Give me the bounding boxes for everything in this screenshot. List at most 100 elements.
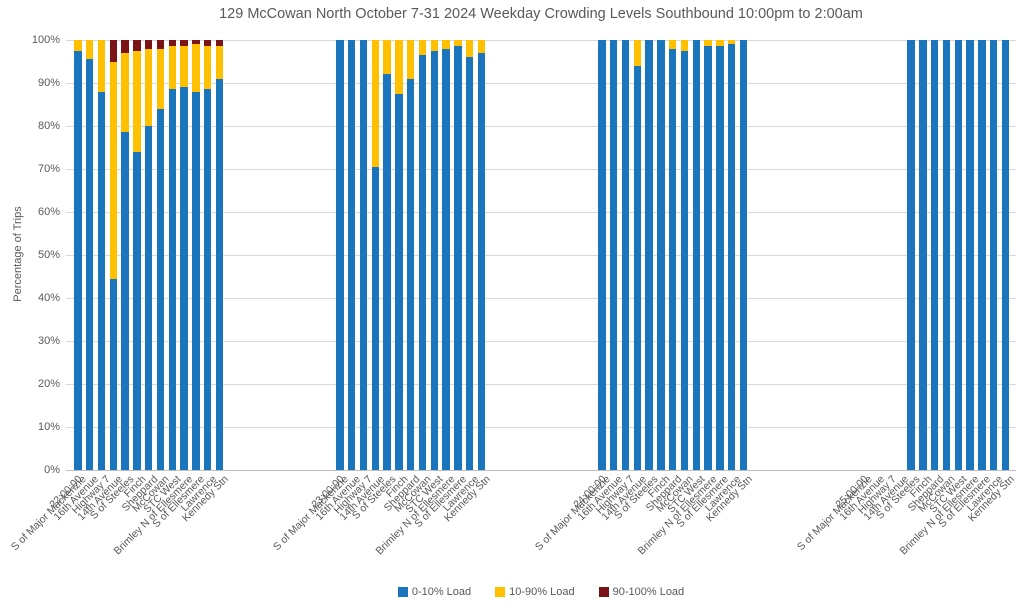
bar-segment-0-10 — [931, 40, 939, 470]
bar-segment-0-10 — [418, 55, 427, 470]
bar-segment-10-90 — [680, 40, 689, 51]
y-tick-label: 30% — [37, 335, 60, 347]
bar-segment-0-10 — [990, 40, 998, 470]
bar-segment-10-90 — [407, 40, 415, 79]
bar-segment-0-10 — [371, 166, 379, 470]
bar-segment-10-90 — [109, 61, 117, 279]
bar-segment-10-90 — [371, 40, 379, 167]
bar-segment-0-10 — [966, 40, 974, 470]
bar-segment-0-10 — [645, 40, 653, 470]
bar-segment-90-100 — [215, 40, 224, 47]
bar-segment-10-90 — [215, 46, 224, 79]
bar-segment-0-10 — [395, 93, 403, 470]
gridline — [66, 126, 1016, 127]
bar-segment-0-10 — [669, 48, 677, 470]
bar-segment-0-10 — [168, 89, 176, 470]
bar-segment-10-90 — [418, 40, 427, 56]
bar-segment-0-10 — [907, 40, 915, 470]
bar-segment-0-10 — [145, 126, 153, 470]
y-tick-label: 0% — [44, 464, 60, 476]
bar-segment-0-10 — [192, 91, 200, 470]
legend-label: 90-100% Load — [612, 586, 685, 598]
bar-segment-0-10 — [1001, 40, 1010, 470]
bar-segment-10-90 — [156, 48, 165, 109]
bar-segment-90-100 — [145, 40, 153, 49]
bar-segment-0-10 — [180, 87, 188, 470]
gridline — [66, 384, 1016, 385]
legend-item: 0-10% Load — [397, 586, 471, 598]
y-tick-label: 20% — [37, 378, 60, 390]
bar-segment-90-100 — [133, 40, 141, 51]
bar-segment-10-90 — [180, 46, 188, 88]
gridline — [66, 212, 1016, 213]
legend-swatch — [397, 587, 408, 597]
bar-segment-0-10 — [704, 46, 712, 470]
bar-segment-0-10 — [109, 278, 117, 470]
bar-segment-10-90 — [204, 46, 212, 90]
gridline — [66, 255, 1016, 256]
bar-segment-90-100 — [180, 40, 188, 47]
bar-segment-10-90 — [442, 40, 450, 49]
bar-segment-90-100 — [156, 40, 165, 49]
bar-segment-0-10 — [739, 40, 748, 470]
bar-segment-10-90 — [633, 40, 641, 66]
bar-segment-0-10 — [442, 48, 450, 470]
bar-segment-90-100 — [109, 40, 117, 62]
bar-segment-0-10 — [466, 57, 474, 470]
bar-segment-90-100 — [121, 40, 129, 53]
bar-segment-0-10 — [978, 40, 986, 470]
bar-segment-0-10 — [359, 40, 368, 470]
bar-segment-0-10 — [621, 40, 630, 470]
y-tick-label: 10% — [37, 421, 60, 433]
bar-segment-0-10 — [121, 132, 129, 470]
bar-segment-0-10 — [74, 50, 82, 470]
y-tick-label: 70% — [37, 163, 60, 175]
bar-segment-0-10 — [97, 91, 106, 470]
bar-segment-10-90 — [97, 40, 106, 92]
bar-segment-0-10 — [610, 40, 618, 470]
gridline — [66, 40, 1016, 41]
bar-segment-0-10 — [156, 108, 165, 470]
bar-segment-0-10 — [454, 46, 462, 470]
bar-segment-10-90 — [430, 40, 438, 51]
bar-segment-10-90 — [133, 50, 141, 152]
bar-segment-10-90 — [669, 40, 677, 49]
bar-segment-0-10 — [954, 40, 962, 470]
gridline — [66, 298, 1016, 299]
bar-segment-0-10 — [215, 78, 224, 470]
legend: 0-10% Load 10-90% Load 90-100% Load — [66, 586, 1016, 598]
bar-segment-10-90 — [477, 40, 486, 53]
y-tick-label: 40% — [37, 292, 60, 304]
legend-item: 10-90% Load — [495, 586, 575, 598]
bar-segment-0-10 — [680, 50, 689, 470]
bar-segment-0-10 — [942, 40, 951, 470]
gridline — [66, 427, 1016, 428]
bar-segment-10-90 — [192, 44, 200, 92]
bar-segment-10-90 — [716, 40, 724, 47]
chart-title: 129 McCowan North October 7-31 2024 Week… — [219, 6, 863, 22]
bar-segment-10-90 — [74, 40, 82, 51]
bar-segment-0-10 — [728, 44, 736, 470]
gridline — [66, 169, 1016, 170]
bar-segment-0-10 — [598, 40, 606, 470]
bar-segment-10-90 — [728, 40, 736, 45]
bar-segment-0-10 — [133, 151, 141, 470]
bar-segment-10-90 — [704, 40, 712, 47]
bar-segment-0-10 — [692, 40, 700, 470]
y-tick-label: 90% — [37, 77, 60, 89]
bar-segment-0-10 — [716, 46, 724, 470]
x-axis-line — [66, 470, 1016, 471]
legend-swatch — [598, 587, 609, 597]
bar-segment-10-90 — [86, 40, 94, 60]
bar-segment-0-10 — [477, 52, 486, 470]
legend-label: 10-90% Load — [509, 586, 575, 598]
bar-segment-10-90 — [466, 40, 474, 58]
bar-segment-10-90 — [454, 40, 462, 47]
bar-segment-90-100 — [168, 40, 176, 47]
bar-segment-10-90 — [395, 40, 403, 94]
bar-segment-0-10 — [919, 40, 927, 470]
bar-segment-10-90 — [383, 40, 391, 75]
bar-segment-10-90 — [121, 52, 129, 133]
y-tick-label: 60% — [37, 206, 60, 218]
